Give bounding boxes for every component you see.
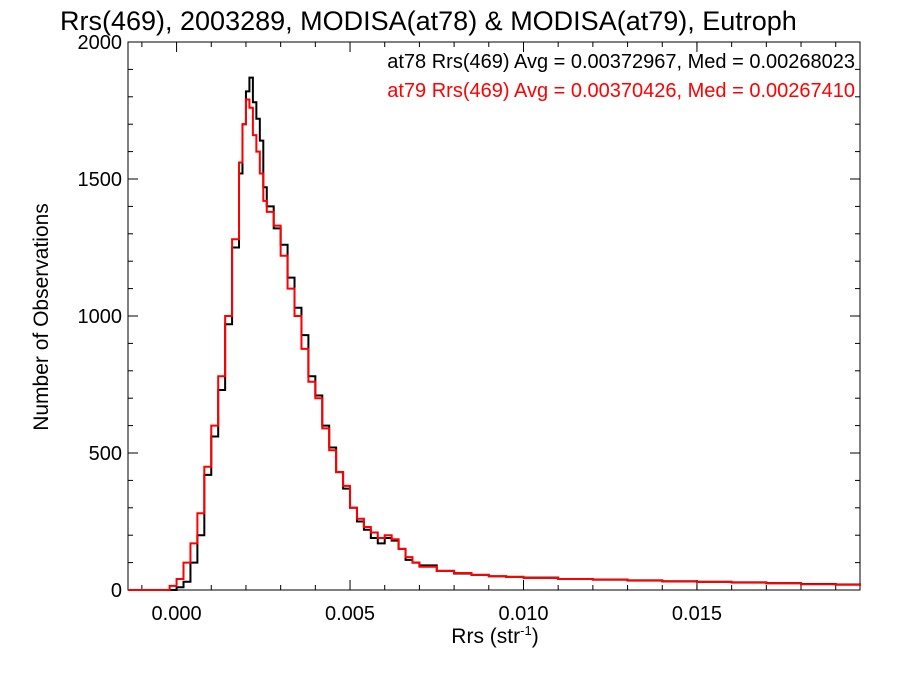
y-tick-label: 1000 xyxy=(78,306,123,328)
x-tick-label: 0.015 xyxy=(672,603,722,625)
legend-entry-at78: at78 Rrs(469) Avg = 0.00372967, Med = 0.… xyxy=(387,51,855,73)
series-line-at78 xyxy=(128,76,861,591)
plot-frame xyxy=(127,41,861,591)
chart-title: Rrs(469), 2003289, MODISA(at78) & MODISA… xyxy=(60,6,797,36)
x-axis-ticks: 0.000 0.005 0.010 0.015 xyxy=(141,42,837,625)
x-tick-label: 0.010 xyxy=(498,603,548,625)
x-tick-label: 0.005 xyxy=(325,603,375,625)
y-axis-label: Number of Observations xyxy=(30,203,53,431)
series-layer xyxy=(128,76,861,591)
y-tick-label: 1500 xyxy=(78,169,123,191)
x-axis-label-sup: -1 xyxy=(520,623,532,638)
series-line-at79 xyxy=(128,98,861,591)
legend-entry-at79: at79 Rrs(469) Avg = 0.00370426, Med = 0.… xyxy=(387,80,855,102)
y-tick-label: 500 xyxy=(89,443,122,465)
y-tick-label: 0 xyxy=(111,580,122,602)
x-tick-label: 0.000 xyxy=(152,603,202,625)
x-axis-label-main: Rrs (str xyxy=(451,625,520,648)
y-tick-label: 2000 xyxy=(78,32,123,54)
x-axis-label-end: ) xyxy=(532,625,539,648)
x-axis-label: Rrs (str-1) xyxy=(451,623,538,648)
y-axis-ticks: 0 500 1000 1500 2000 xyxy=(78,32,860,602)
